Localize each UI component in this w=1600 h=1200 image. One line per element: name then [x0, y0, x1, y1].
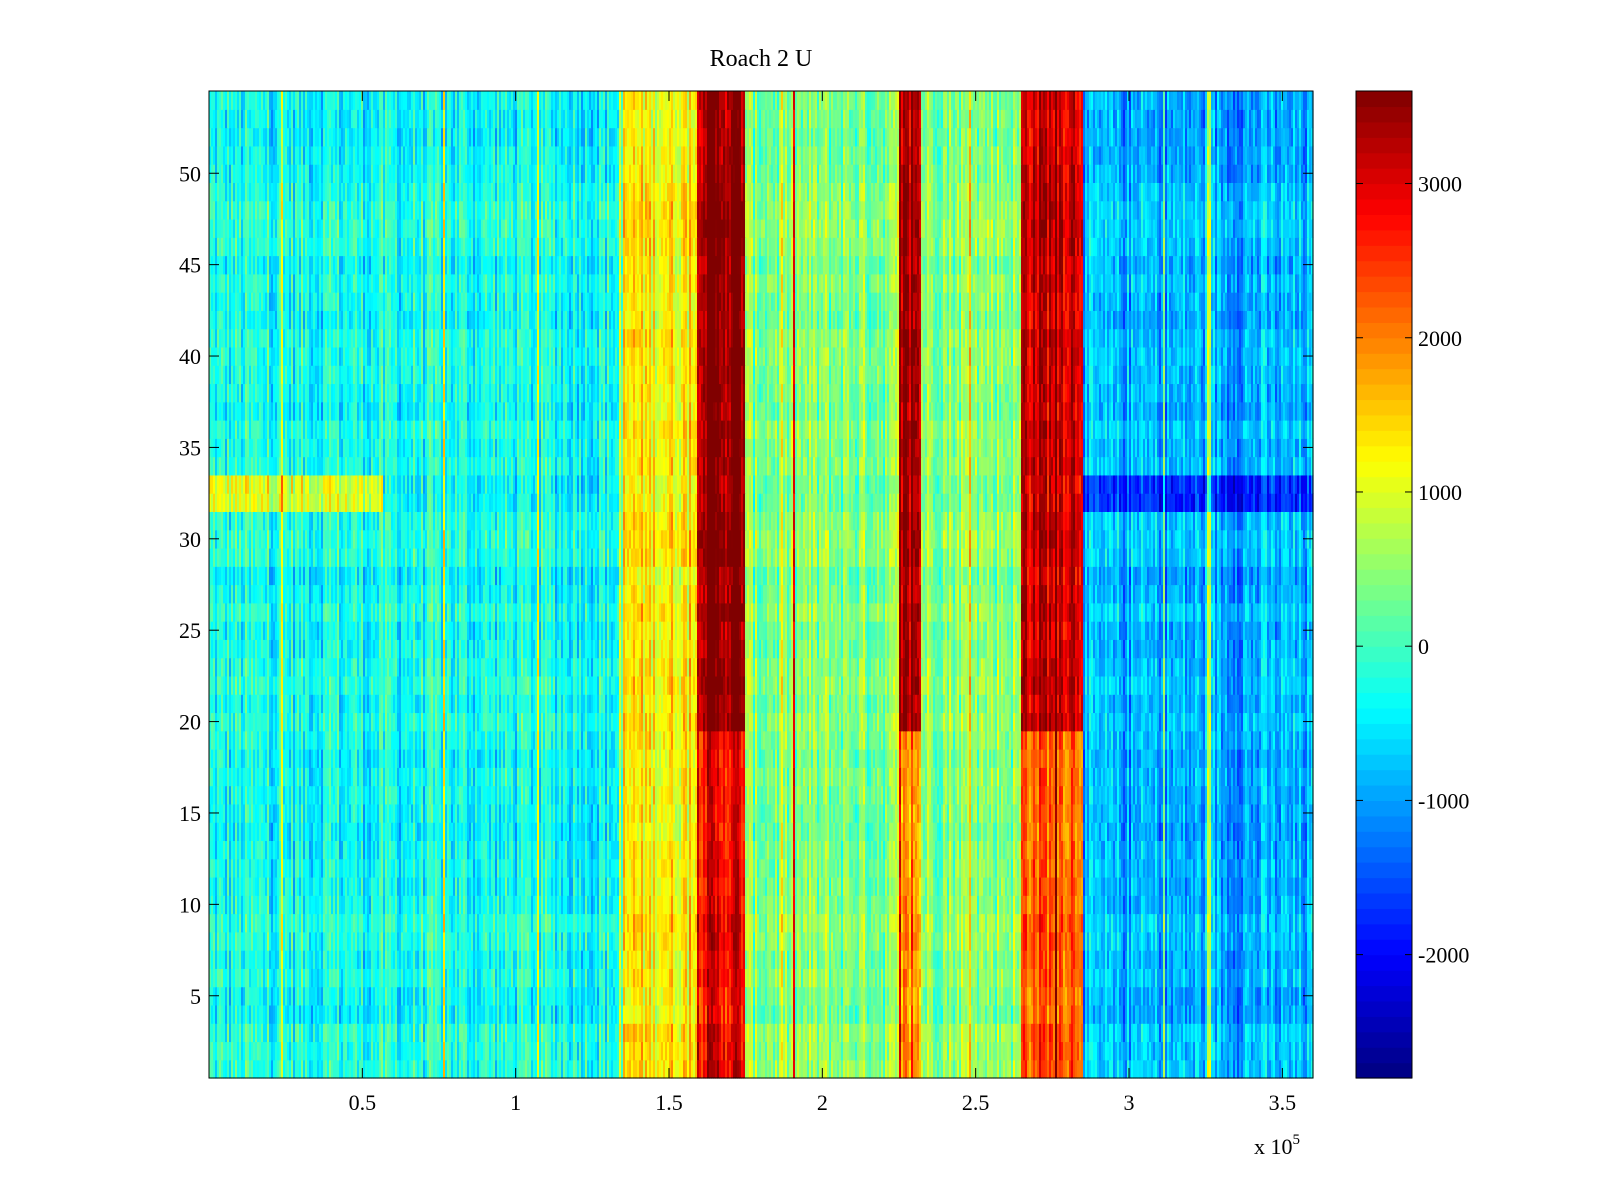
heatmap-figure: Roach 2 U 0.5 1 1.5 2 2.5 3 3.5 51015202530354… [0, 0, 1600, 1200]
chart-title: Roach 2 U [710, 46, 813, 72]
heatmap-cells [209, 91, 1314, 1079]
